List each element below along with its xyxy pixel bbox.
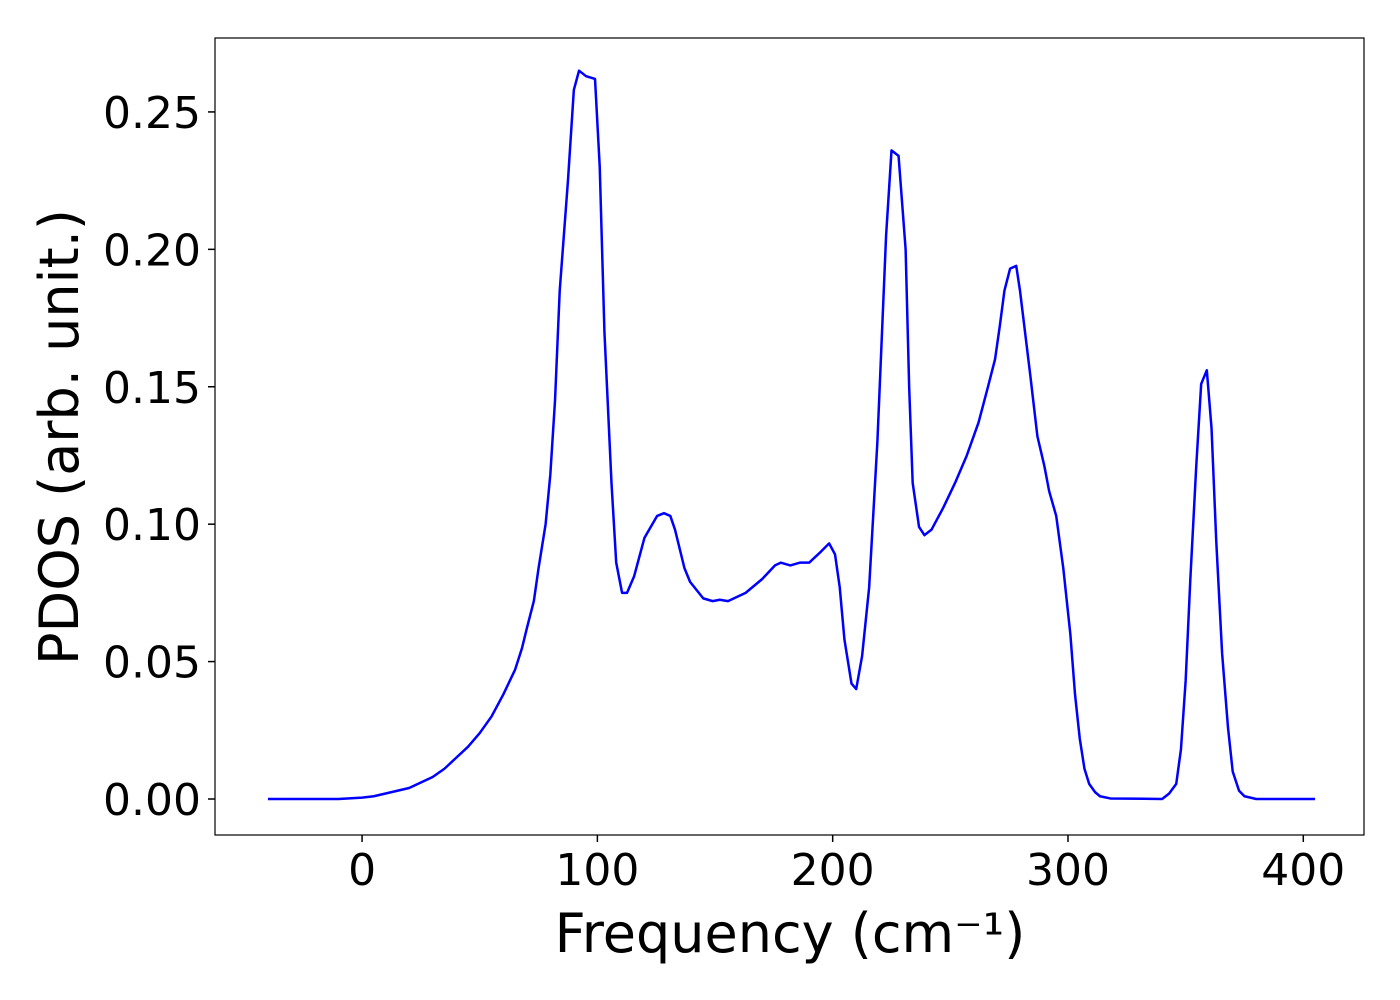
y-tick-label: 0.00	[103, 775, 201, 826]
y-tick-label: 0.25	[103, 88, 201, 139]
data-line	[267, 69, 1316, 801]
plot-frame	[214, 37, 1365, 836]
y-tick-label: 0.10	[103, 500, 201, 551]
x-tick-label: 400	[1261, 845, 1345, 896]
x-tick-label: 100	[555, 845, 639, 896]
y-tick-label: 0.05	[103, 638, 201, 689]
x-tick-label: 300	[1026, 845, 1110, 896]
y-tick-label: 0.20	[103, 225, 201, 276]
x-tick-label: 0	[348, 845, 376, 896]
x-axis-label: Frequency (cm⁻¹)	[555, 902, 1026, 965]
y-axis-label: PDOS (arb. unit.)	[28, 209, 91, 665]
y-tick-label: 0.15	[103, 363, 201, 414]
x-tick-label: 200	[791, 845, 875, 896]
